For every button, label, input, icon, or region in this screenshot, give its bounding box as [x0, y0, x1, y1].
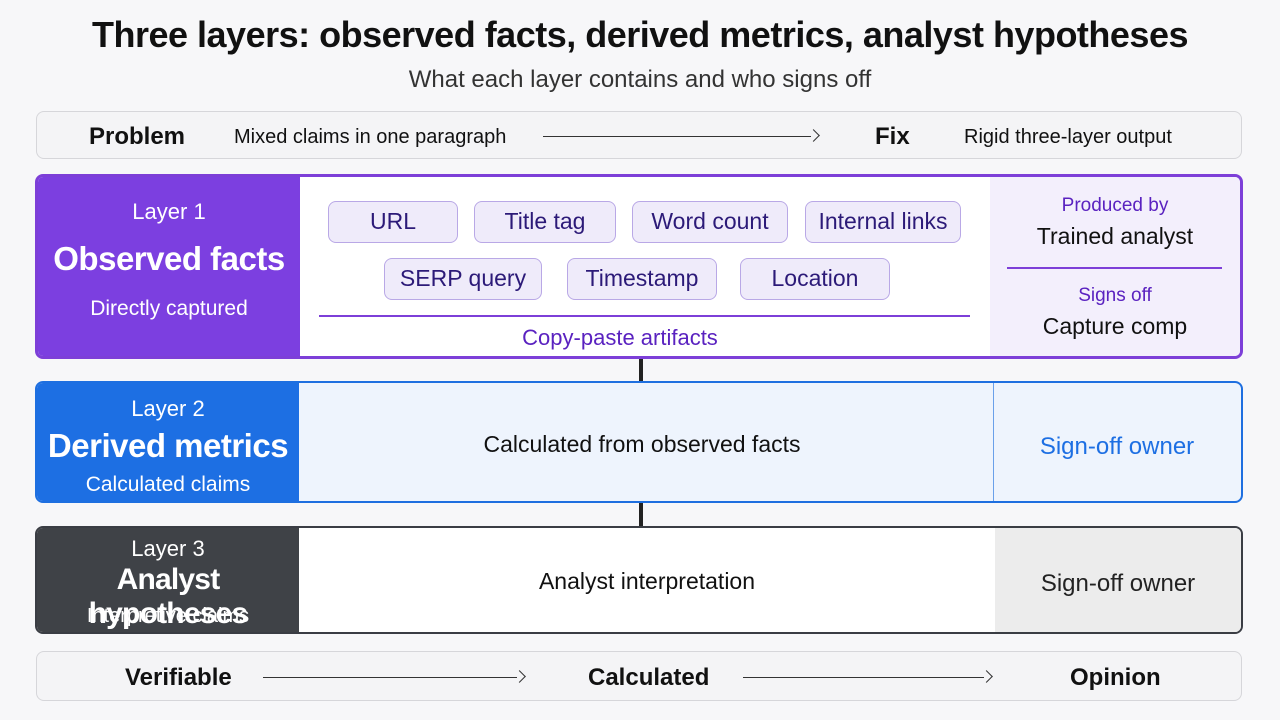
chip-word-count: Word count	[632, 201, 788, 243]
layer-2-desc: Calculated claims	[85, 473, 251, 496]
chip-location: Location	[740, 258, 890, 300]
fix-label: Fix	[875, 123, 910, 150]
layer-2-panel: Layer 2 Derived metrics Calculated claim…	[35, 381, 1243, 503]
layer-3-name: Analyst hypotheses	[88, 563, 249, 630]
layer-1-panel: Layer 1 Observed facts Directly captured…	[35, 174, 1243, 359]
diagram-title: Three layers: observed facts, derived me…	[92, 14, 1189, 55]
scale-arrow-1	[263, 670, 526, 683]
layer-1-artifacts: URL Title tag Word count Internal links …	[300, 177, 996, 356]
layer-3-signoff: Sign-off owner	[995, 528, 1241, 632]
layer-1-ownership: Produced by Trained analyst Signs off Ca…	[990, 177, 1240, 356]
produced-by-label: Produced by	[1061, 195, 1169, 216]
scale-bar: Verifiable Calculated Opinion	[36, 651, 1242, 701]
layer-3-number: Layer 3	[131, 536, 205, 561]
scale-calculated: Calculated	[588, 664, 710, 691]
layer-2-header: Layer 2 Derived metrics Calculated claim…	[37, 383, 299, 501]
layer-3-panel: Layer 3 Analyst hypotheses Interpretive …	[35, 526, 1243, 634]
chip-timestamp: Timestamp	[567, 258, 717, 300]
chip-internal-links: Internal links	[805, 201, 961, 243]
layer-2-name: Derived metrics	[47, 427, 289, 464]
scale-opinion: Opinion	[1070, 664, 1161, 691]
layer-1-number: Layer 1	[132, 199, 206, 224]
ownership-divider	[1007, 267, 1222, 269]
layer-3-header: Layer 3 Analyst hypotheses Interpretive …	[37, 528, 299, 632]
problem-fix-bar: Problem Mixed claims in one paragraph Fi…	[36, 111, 1242, 159]
layer-2-number: Layer 2	[131, 396, 205, 421]
connector-2-3	[639, 503, 643, 526]
layer-2-content: Calculated from observed facts	[299, 383, 994, 501]
fix-text: Rigid three-layer output	[964, 126, 1172, 148]
diagram-subtitle: What each layer contains and who signs o…	[408, 66, 872, 93]
chip-url: URL	[328, 201, 458, 243]
layer-3-content-text: Analyst interpretation	[538, 568, 756, 594]
problem-arrow	[543, 129, 820, 142]
artifacts-divider	[319, 315, 970, 317]
scale-arrow-2	[743, 670, 993, 683]
layer-1-header: Layer 1 Observed facts Directly captured	[38, 177, 300, 356]
signs-off-value: Capture comp	[1042, 313, 1188, 339]
signs-off-label: Signs off	[1078, 285, 1152, 306]
artifacts-caption: Copy-paste artifacts	[522, 325, 718, 350]
layer-1-name: Observed facts	[53, 240, 285, 277]
problem-label: Problem	[89, 123, 186, 150]
layer-3-content: Analyst interpretation	[299, 528, 996, 632]
layer-3-signoff-text: Sign-off owner	[1040, 570, 1196, 597]
layer-2-signoff: Sign-off owner	[993, 383, 1241, 501]
connector-1-2	[639, 359, 643, 381]
produced-by-value: Trained analyst	[1036, 223, 1194, 249]
layer-2-signoff-text: Sign-off owner	[1039, 433, 1195, 460]
layer-3-desc: Interpretive claims	[86, 605, 250, 627]
layer-1-desc: Directly captured	[90, 297, 248, 320]
chip-title-tag: Title tag	[474, 201, 616, 243]
chip-serp-query: SERP query	[384, 258, 542, 300]
problem-text: Mixed claims in one paragraph	[234, 126, 507, 148]
layer-2-content-text: Calculated from observed facts	[483, 431, 801, 457]
scale-verifiable: Verifiable	[125, 664, 232, 691]
